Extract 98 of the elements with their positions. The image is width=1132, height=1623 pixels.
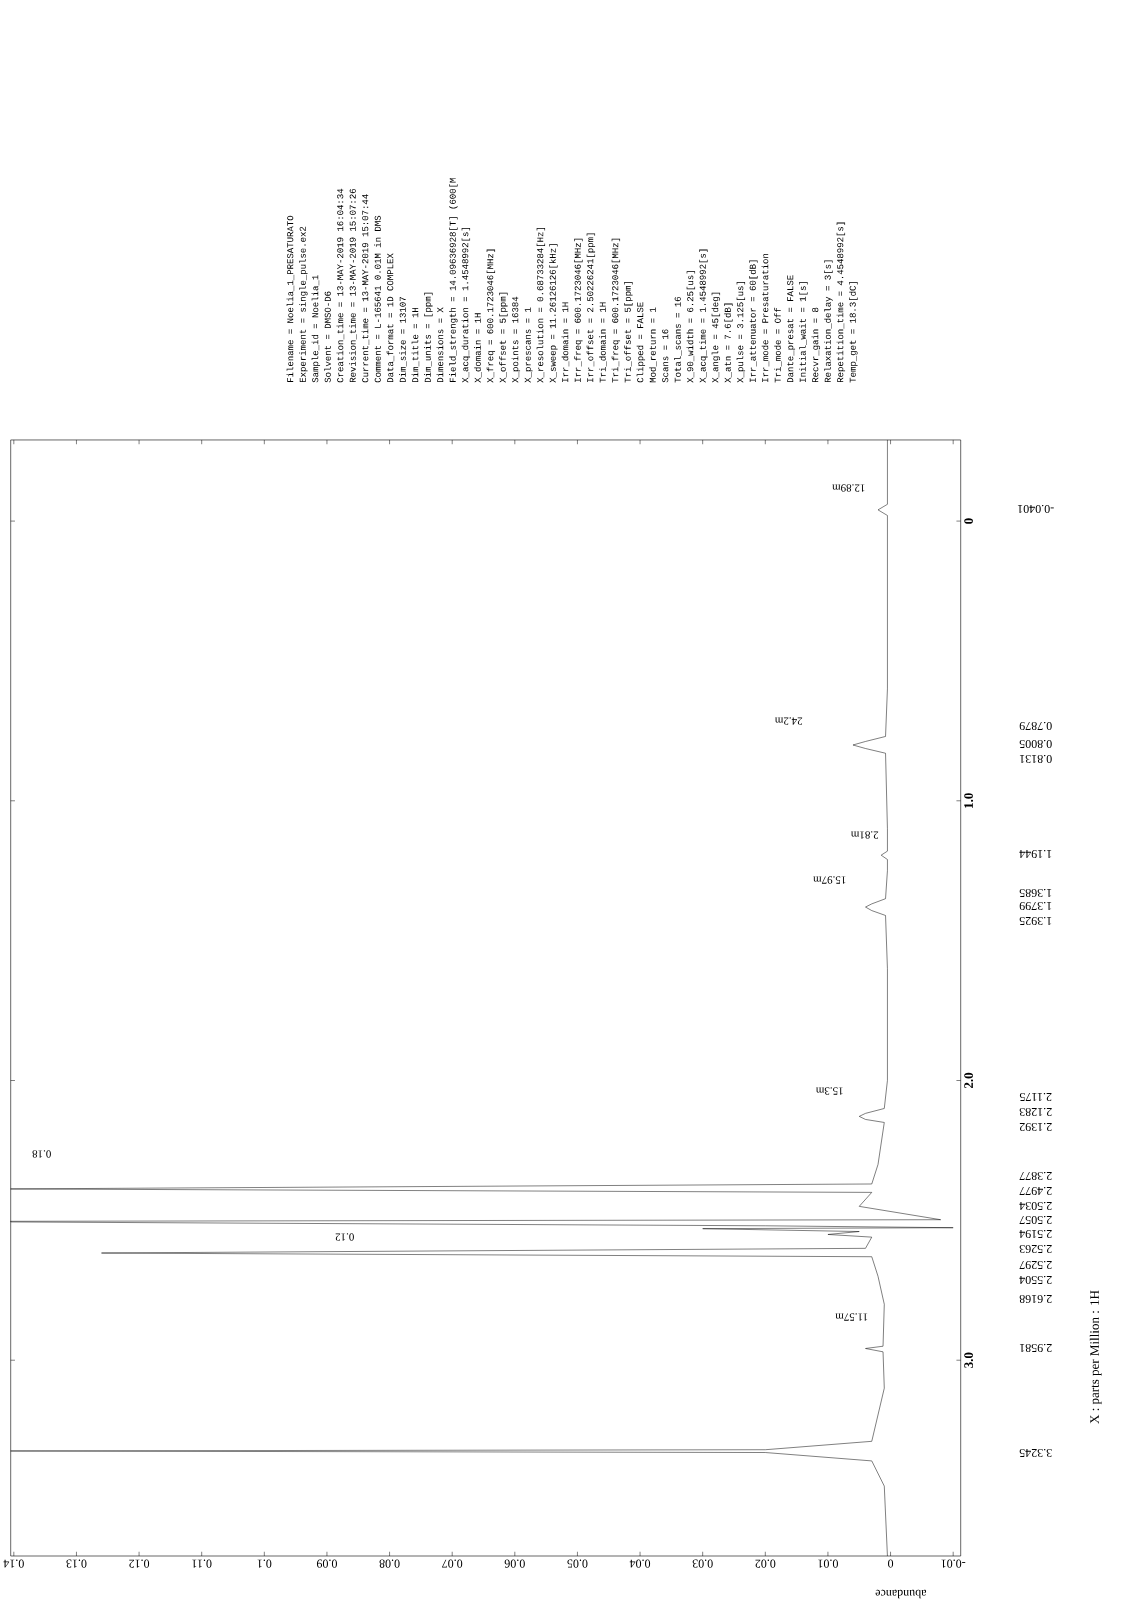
text: Clipped = FALSE [636, 302, 646, 383]
annotation: 11.57m [835, 1313, 868, 1321]
x-tick-label: 0.02 [755, 1559, 776, 1568]
text: Tri_offset = 5[ppm] [624, 282, 633, 383]
text: X_resolution = 0.68733284[Hz] [536, 228, 546, 383]
x-axis-title: abundance [875, 1589, 927, 1599]
annotation: 12.89m [832, 484, 865, 492]
text: 1.3799 [1019, 901, 1052, 911]
x-tick-label: 0.13 [66, 1559, 87, 1568]
text: Data_format = 1D COMPLEX [386, 253, 395, 383]
text: X_freq = 600.1723046[MHz] [486, 249, 496, 383]
text: X_90_width = 6.25[us] [686, 271, 696, 383]
annotation: 2.81m [851, 831, 879, 839]
x-tick-label: 0.11 [192, 1559, 212, 1568]
text: Dimensions = X [436, 307, 444, 383]
text: X_atn = 7.6[dB] [724, 303, 733, 383]
x-tick-label: 0.03 [692, 1559, 713, 1568]
text: 2.4977 [1019, 1186, 1052, 1196]
text: Irr_freq = 600.1723046[MHz] [574, 238, 583, 382]
text: 2.1175 [1020, 1092, 1052, 1102]
text: Repetition_time = 4.4548992[s] [836, 222, 846, 383]
text: 2.5034 [1019, 1201, 1052, 1211]
x-tick-label: 0.14 [3, 1559, 25, 1568]
text: 2.6168 [1019, 1294, 1052, 1304]
text: X_angle = 45[deg] [711, 292, 721, 383]
text: Mod_return = 1 [649, 307, 657, 383]
x-tick-label: 0.05 [567, 1559, 588, 1568]
text: -0.0401 [1018, 504, 1054, 514]
x-tick-label: 0.01 [818, 1559, 839, 1568]
text: 2.5263 [1019, 1244, 1052, 1254]
text: 1.3925 [1019, 916, 1052, 926]
text: X : parts per Million : 1H [1089, 1290, 1102, 1424]
text: Irr_domain = 1H [561, 302, 570, 382]
text: 2.5057 [1019, 1215, 1052, 1225]
text: 2.5504 [1019, 1275, 1052, 1285]
text: Dim_size = 13107 [399, 297, 407, 383]
x-tick-label: 0.04 [629, 1559, 651, 1568]
text: X_acq_time = 1.4548992[s] [699, 249, 708, 383]
text: Scans = 16 [662, 329, 669, 383]
y-tick-label: 3.0 [964, 1352, 974, 1368]
text: 0.8131 [1020, 754, 1052, 764]
text: Solvent = DMSO-D6 [324, 291, 331, 383]
text: Irr_mode = Presaturation [761, 253, 770, 382]
y-tick-label: 1.0 [964, 793, 974, 808]
text: Current_time = 13-MAY-2019 15:07:44 [361, 194, 370, 383]
annotation: 15.97m [813, 876, 846, 884]
x-tick-label: 0 [888, 1559, 894, 1568]
text: Dante_presat = FALSE [787, 275, 796, 383]
text: Relaxation_delay = 3[s] [824, 260, 833, 383]
y-tick-label: 0 [964, 518, 974, 524]
text: X_sweep = 11.26126126[kHz] [549, 244, 558, 383]
text: X_points = 16384 [511, 296, 521, 383]
text: 0.7879 [1019, 721, 1052, 731]
y-tick-label: 2.0 [964, 1072, 974, 1089]
text: Revision_time = 13-MAY-2019 15:07:26 [349, 188, 357, 383]
x-tick-label: 0.1 [257, 1559, 272, 1568]
text: Comment = L-165641 0.01M in DMS [374, 215, 381, 383]
text: 3.3245 [1019, 1448, 1052, 1458]
text: 0.8005 [1019, 739, 1052, 749]
text: Sample_id = Noelia_1 [311, 275, 321, 383]
text: Field_strength = 14.09636928[T] (600[M [449, 178, 458, 382]
text: Initial_wait = 1[s] [799, 282, 808, 382]
text: 1.3685 [1019, 888, 1052, 898]
text: X_offset = 5[ppm] [499, 292, 508, 383]
text: Total_scans = 16 [674, 296, 682, 383]
text: Tri_domain = 1H [599, 302, 607, 383]
text: 2.1392 [1020, 1122, 1052, 1132]
x-tick-label: -0.01 [941, 1559, 966, 1568]
text: Tri_mode = Off [774, 307, 782, 383]
text: Filename = Noelia_1_PRESATURATO [286, 215, 295, 382]
text: Creation_time = 13-MAY-2019 16:04:34 [336, 188, 345, 383]
x-tick-label: 0.12 [129, 1559, 150, 1568]
text: 1.1944 [1019, 849, 1052, 859]
text: Irr_offset = 2.50226241[ppm] [586, 233, 596, 382]
x-tick-label: 0.07 [442, 1559, 463, 1568]
text: Dim_units = [ppm] [424, 292, 433, 383]
text: 2.1283 [1019, 1107, 1052, 1117]
annotation: 24.2m [775, 717, 803, 725]
x-tick-label: 0.06 [504, 1559, 526, 1568]
text: 2.5194 [1019, 1229, 1052, 1239]
x-tick-label: 0.08 [379, 1559, 400, 1568]
text: X_pulse = 3.125[us] [736, 282, 746, 383]
text: X_domain = 1H [474, 313, 482, 383]
text: Experiment = single_pulse.ex2 [299, 226, 308, 383]
text: 2.5297 [1019, 1260, 1052, 1270]
x-tick-label: 0.09 [317, 1559, 338, 1568]
text: X_acq_duration = 1.4548992[s] [461, 228, 471, 383]
annotation: 0.12 [335, 1233, 355, 1241]
text: 2.9581 [1020, 1343, 1052, 1353]
text: X_prescans = 1 [524, 307, 533, 383]
annotation: 0.18 [32, 1150, 52, 1158]
text: Dim_title = 1H [411, 307, 420, 383]
text: Temp_get = 18.3[dC] [849, 282, 858, 383]
text: Recvr_gain = 8 [811, 307, 821, 383]
text: Irr_attenuator = 60[dB] [749, 260, 758, 382]
annotation: 15.3m [816, 1087, 843, 1095]
text: Tri_freq = 600.1723046[MHz] [611, 238, 621, 383]
text: 2.3877 [1019, 1171, 1052, 1181]
